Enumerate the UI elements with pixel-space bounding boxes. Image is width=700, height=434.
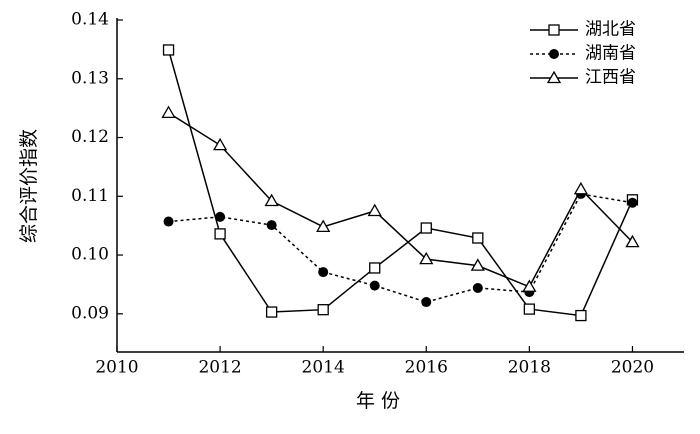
legend-label: 江西省 — [585, 68, 636, 88]
x-axis-label: 年 份 — [356, 390, 400, 412]
data-point — [627, 197, 638, 208]
legend-label: 湖南省 — [585, 44, 636, 64]
data-point — [317, 304, 329, 316]
data-point — [369, 262, 381, 274]
y-tick-label: 0.10 — [71, 245, 109, 265]
data-point — [472, 232, 484, 244]
x-tick-label: 2020 — [611, 358, 654, 378]
data-point — [264, 193, 279, 207]
legend-marker — [548, 24, 560, 36]
x-tick-label: 2018 — [508, 358, 551, 378]
legend-label: 湖北省 — [585, 20, 636, 40]
data-point — [573, 181, 589, 195]
data-point — [419, 251, 434, 265]
data-point — [472, 282, 483, 293]
series-line — [167, 49, 634, 317]
data-point — [214, 228, 226, 240]
legend-marker — [546, 70, 562, 84]
data-point — [265, 306, 278, 318]
data-point — [369, 280, 380, 291]
x-tick-label: 2016 — [405, 358, 448, 378]
data-point — [470, 258, 485, 271]
data-point — [266, 220, 277, 231]
legend-marker — [549, 49, 559, 59]
y-tick-label: 0.09 — [71, 303, 109, 323]
data-point — [212, 137, 228, 151]
y-tick-label: 0.14 — [71, 10, 109, 30]
data-point — [625, 234, 640, 248]
y-axis-label: 综合评价指数 — [18, 129, 40, 243]
x-tick-label: 2012 — [198, 358, 241, 378]
data-point — [318, 267, 329, 278]
series-line — [168, 112, 633, 288]
series-line — [168, 193, 633, 303]
data-point — [215, 211, 226, 222]
data-point — [420, 222, 432, 234]
x-tick-label: 2010 — [95, 358, 138, 378]
data-point — [575, 309, 587, 322]
x-tick-label: 2014 — [302, 358, 345, 378]
y-tick-label: 0.13 — [71, 68, 109, 88]
data-point — [316, 219, 331, 232]
data-point — [162, 44, 175, 56]
y-tick-label: 0.12 — [71, 127, 109, 147]
data-point — [367, 203, 382, 217]
data-point — [163, 216, 174, 227]
data-point — [523, 303, 536, 315]
data-point — [161, 105, 176, 118]
y-tick-label: 0.11 — [71, 186, 109, 206]
data-point — [421, 297, 432, 308]
data-point — [522, 279, 537, 292]
